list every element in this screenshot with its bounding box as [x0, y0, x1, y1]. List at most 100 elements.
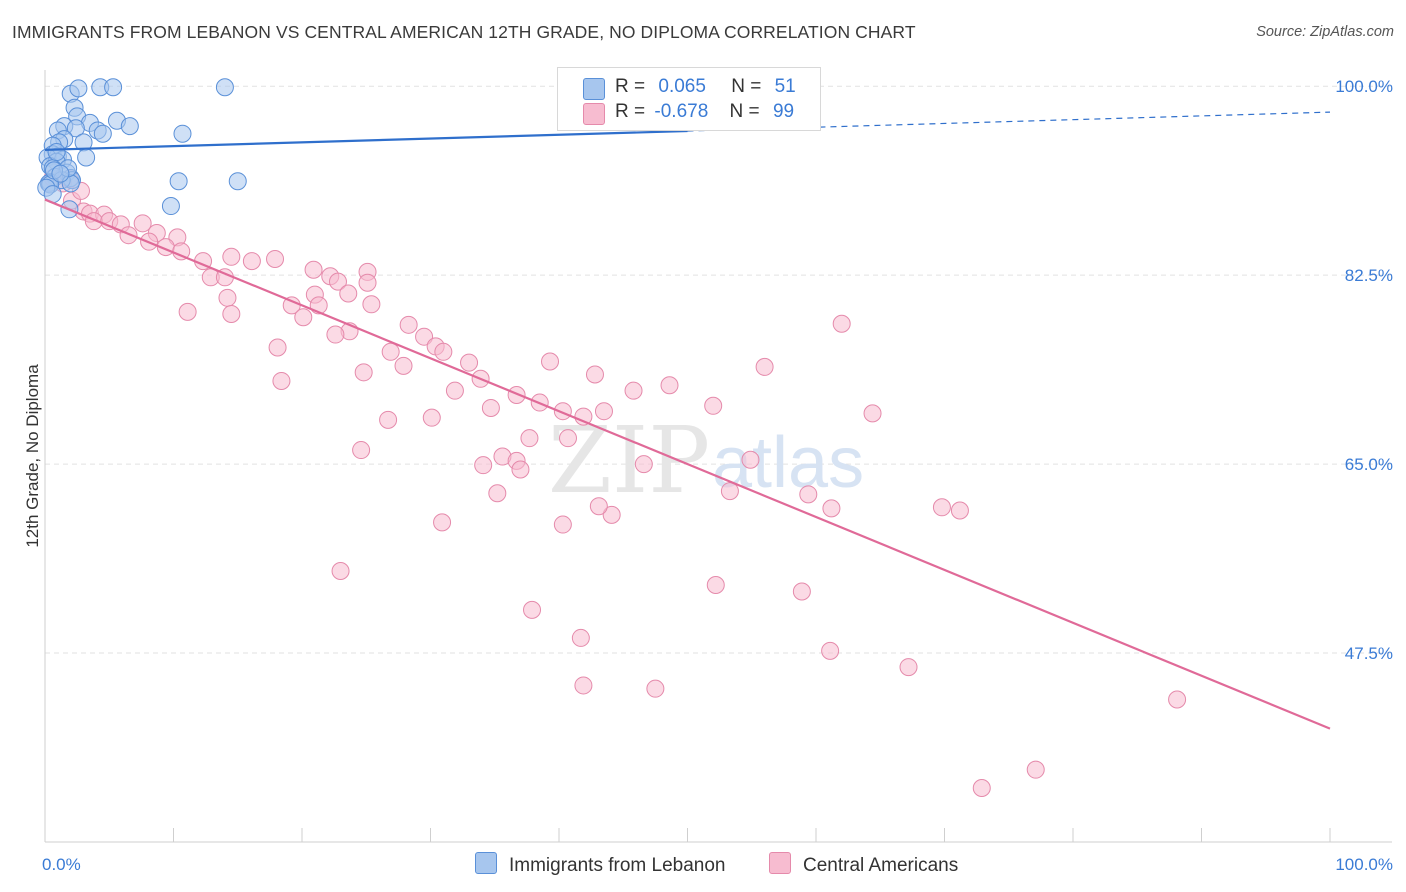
x-tick-label: 100.0% — [1335, 855, 1393, 874]
legend-r-label: R = — [615, 76, 646, 97]
x-tick-label: 0.0% — [42, 855, 81, 874]
central-americans-point — [294, 308, 313, 327]
central-americans-point — [755, 357, 774, 376]
central-americans-point — [488, 484, 507, 503]
central-americans-point — [832, 314, 851, 333]
central-americans-point — [899, 658, 918, 677]
central-americans-point — [434, 342, 453, 361]
bottom-legend-central-americans: Central Americans — [769, 852, 958, 877]
central-americans-point — [362, 295, 381, 314]
y-tick-label: 82.5% — [1345, 266, 1393, 285]
central-americans-point — [741, 450, 760, 469]
lebanon-point — [93, 124, 112, 143]
central-americans-trend-line — [44, 198, 1331, 730]
central-americans-point — [1168, 690, 1187, 709]
central-americans-point — [541, 352, 560, 371]
central-americans-point — [328, 272, 347, 291]
central-americans-point — [222, 305, 241, 324]
central-americans-point — [178, 302, 197, 321]
central-americans-point — [272, 371, 291, 390]
y-tick-label: 65.0% — [1345, 455, 1393, 474]
central-americans-point — [474, 456, 493, 475]
central-americans-point — [381, 342, 400, 361]
bottom-legend-swatch-central-americans — [769, 852, 791, 874]
lebanon-point — [215, 78, 234, 97]
bottom-legend-label-lebanon: Immigrants from Lebanon — [509, 855, 726, 876]
lebanon-point — [228, 172, 247, 191]
central-americans-point — [571, 628, 590, 647]
central-americans-point — [242, 252, 261, 271]
chart-title: IMMIGRANTS FROM LEBANON VS CENTRAL AMERI… — [12, 22, 916, 42]
central-americans-point — [523, 600, 542, 619]
central-americans-point — [507, 385, 526, 404]
legend-r-value: -0.678 — [654, 101, 709, 122]
central-americans-point — [433, 513, 452, 532]
legend-n-label: N = — [731, 76, 762, 97]
central-americans-point — [354, 363, 373, 382]
central-americans-point — [553, 515, 572, 534]
lebanon-point — [120, 117, 139, 136]
legend-n-label: N = — [729, 101, 760, 122]
central-americans-point — [646, 679, 665, 698]
central-americans-point — [268, 338, 287, 357]
lebanon-point — [47, 143, 66, 162]
central-americans-point — [558, 429, 577, 448]
central-americans-point — [972, 779, 991, 798]
central-americans-point — [119, 226, 138, 245]
lebanon-trend-line-extension — [687, 111, 1331, 132]
bottom-legend-label-central-americans: Central Americans — [803, 855, 959, 876]
central-americans-point — [422, 408, 441, 427]
legend-n-value: 51 — [774, 76, 796, 97]
central-americans-point — [799, 485, 818, 504]
central-americans-point — [358, 273, 377, 292]
source-credit: Source: ZipAtlas.com — [1256, 24, 1394, 40]
central-americans-point — [399, 315, 418, 334]
y-axis-title: 12th Grade, No Diploma — [23, 364, 42, 548]
central-americans-point — [932, 498, 951, 517]
central-americans-point — [379, 410, 398, 429]
central-americans-point — [445, 381, 464, 400]
lebanon-point — [51, 164, 70, 183]
legend-swatch-lebanon — [583, 78, 605, 100]
central-americans-point — [589, 497, 608, 516]
legend-swatch-central-americans — [583, 103, 605, 125]
central-americans-point — [460, 353, 479, 372]
lebanon-trend-line — [44, 129, 688, 151]
central-americans-point — [863, 404, 882, 423]
legend-r-value: 0.065 — [658, 76, 706, 97]
y-tick-label: 47.5% — [1345, 644, 1393, 663]
central-americans-point — [792, 582, 811, 601]
central-americans-point — [218, 288, 237, 307]
central-americans-point — [634, 455, 653, 474]
central-americans-point — [950, 501, 969, 520]
legend-r-label: R = — [615, 101, 646, 122]
central-americans-point — [704, 396, 723, 415]
y-tick-label: 100.0% — [1335, 77, 1393, 96]
central-americans-point — [133, 214, 152, 233]
central-americans-point — [222, 247, 241, 266]
central-americans-point — [415, 327, 434, 346]
lebanon-point — [161, 197, 180, 216]
lebanon-point — [169, 172, 188, 191]
central-americans-point — [574, 676, 593, 695]
central-americans-point — [1026, 760, 1045, 779]
watermark-zip: ZIP — [548, 407, 710, 514]
lebanon-point — [66, 119, 85, 138]
lebanon-point — [77, 148, 96, 167]
lebanon-point — [173, 124, 192, 143]
legend-n-value: 99 — [772, 101, 795, 122]
central-americans-point — [331, 561, 350, 580]
central-americans-point — [511, 460, 530, 479]
bottom-legend-lebanon: Immigrants from Lebanon — [475, 852, 726, 877]
lebanon-point — [104, 78, 123, 97]
central-americans-point — [822, 499, 841, 518]
central-americans-point — [339, 284, 358, 303]
central-americans-point — [585, 365, 604, 384]
central-americans-point — [821, 641, 840, 660]
lebanon-point — [69, 79, 88, 98]
bottom-legend-swatch-lebanon — [475, 852, 497, 874]
central-americans-point — [304, 260, 323, 279]
central-americans-point — [394, 356, 413, 375]
central-americans-point — [266, 249, 285, 268]
central-americans-point — [602, 505, 621, 524]
